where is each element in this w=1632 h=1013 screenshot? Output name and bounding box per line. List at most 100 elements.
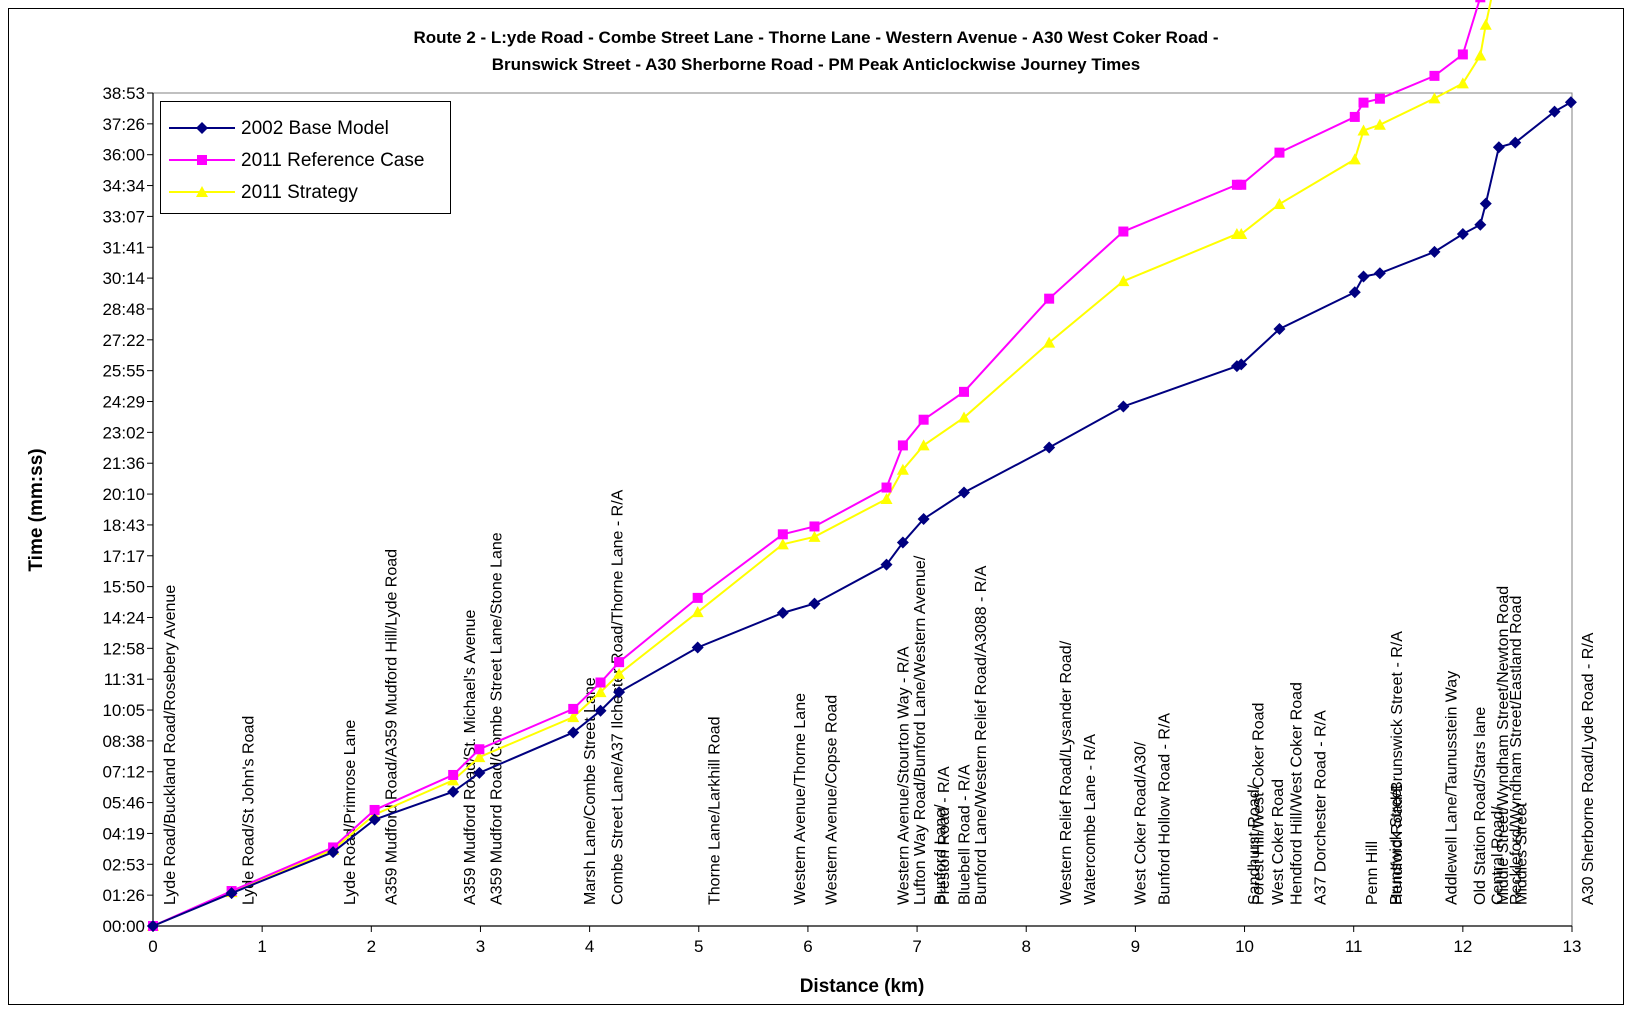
data-point-2002-base-model: [613, 686, 626, 699]
y-tick-label: 37:26: [102, 115, 145, 134]
data-point-2002-base-model: [1117, 400, 1130, 413]
data-point-2011-reference-case: [1358, 97, 1369, 108]
y-tick-label: 28:48: [102, 300, 145, 319]
junction-label: Western Avenue/Copse Road: [823, 695, 840, 905]
junction-label: Reckleford/Wyndham Street/Eastland Road: [1508, 596, 1525, 905]
junction-label: Penn Hill: [1364, 841, 1381, 905]
data-point-2011-strategy: [1117, 275, 1130, 287]
data-point-2011-reference-case: [897, 440, 908, 451]
y-tick-label: 25:55: [102, 362, 145, 381]
y-tick-label: 02:53: [102, 855, 145, 874]
legend-item-reference-case: 2011 Reference Case: [161, 148, 451, 172]
junction-label: Western Relief Road/Lysander Road/: [1058, 640, 1075, 905]
y-tick-label: 04:19: [102, 824, 145, 843]
x-tick-label: 12: [1453, 937, 1472, 956]
data-point-2002-base-model: [327, 846, 340, 859]
legend-swatch-strategy: [169, 186, 235, 197]
y-tick-label: 27:22: [102, 331, 145, 350]
junction-label: Preston Road - R/A: [936, 766, 953, 905]
y-tick-label: 24:29: [102, 393, 145, 412]
junction-label: Central Road/: [1489, 806, 1506, 905]
junction-label: Lyde Road/St John's Road: [241, 716, 258, 905]
x-axis-label: Distance (km): [800, 976, 925, 997]
x-tick-label: 1: [257, 937, 266, 956]
junction-label: A359 Mudford Road/A359 Mudford Hill/Lyde…: [384, 549, 401, 905]
data-point-2011-strategy: [1428, 92, 1441, 104]
data-point-2002-base-model: [1548, 105, 1561, 118]
y-tick-label: 21:36: [102, 454, 145, 473]
data-point-2011-reference-case: [1118, 226, 1129, 237]
series-layer: [147, 0, 1577, 932]
data-point-2011-reference-case: [809, 521, 820, 532]
data-point-2011-reference-case: [568, 703, 579, 714]
data-point-2011-reference-case: [1429, 70, 1440, 81]
junction-label: Watercombe Lane - R/A: [1082, 734, 1099, 905]
y-tick-label: 38:53: [102, 84, 145, 103]
y-tick-label: 05:46: [102, 794, 145, 813]
y-axis-label: Time (mm:ss): [26, 448, 47, 571]
y-tick-label: 08:38: [102, 732, 145, 751]
data-point-2011-reference-case: [1349, 111, 1360, 122]
legend-label-reference-case: 2011 Reference Case: [241, 150, 425, 171]
y-tick-label: 20:10: [102, 485, 145, 504]
x-tick-label: 7: [912, 937, 921, 956]
y-tick-label: 11:31: [104, 670, 145, 689]
data-point-2002-base-model: [1509, 136, 1522, 149]
junction-label: Western Avenue/Stourton Way - R/A: [896, 646, 913, 905]
junction-label: Combe Street Lane/A37 Ilchester Road/Tho…: [610, 489, 627, 905]
data-point-2002-base-model: [896, 536, 909, 549]
x-tick-label: 3: [476, 937, 485, 956]
axes-layer: 00:00 01:26 02:53 04:19 05:46 07:12 08:38 10:05…: [102, 84, 1581, 956]
x-tick-label: 10: [1235, 937, 1254, 956]
x-tick-label: 9: [1131, 937, 1140, 956]
data-point-2011-reference-case: [692, 592, 703, 603]
junction-label: Marsh Lane/Combe Street Lane: [582, 677, 599, 905]
y-tick-label: 14:24: [102, 608, 145, 627]
data-point-2002-base-model: [1273, 323, 1286, 336]
data-point-2011-reference-case: [777, 529, 788, 540]
data-point-2002-base-model: [880, 558, 893, 571]
data-point-2011-strategy: [1357, 124, 1370, 136]
data-point-2002-base-model: [594, 704, 607, 717]
junction-label: Middle Street/Wyndham Street/Newton Road: [1495, 586, 1512, 905]
y-tick-label: 30:14: [102, 269, 145, 288]
data-point-2002-base-model: [1474, 218, 1487, 231]
y-tick-label: 23:02: [102, 423, 145, 442]
junction-label: Middles Street: [1513, 802, 1530, 905]
data-point-2002-base-model: [1348, 286, 1361, 299]
data-point-2011-strategy: [880, 492, 893, 504]
data-point-2011-strategy: [1456, 77, 1469, 89]
data-point-2002-base-model: [147, 920, 159, 932]
data-point-2011-strategy: [958, 411, 971, 423]
legend-label-strategy: 2011 Strategy: [241, 182, 358, 203]
data-point-2002-base-model: [1373, 267, 1386, 280]
y-tick-label: 18:43: [102, 516, 145, 535]
junction-label: Hendford Hill/West Coker Road: [1288, 682, 1305, 905]
data-point-2002-base-model: [1357, 270, 1370, 283]
x-tick-label: 0: [148, 937, 157, 956]
junction-label: Sandhurst Road/: [1246, 784, 1263, 905]
data-point-2011-reference-case: [881, 482, 892, 493]
junction-label: A30 Sherborne Road/Lyde Road - R/A: [1580, 632, 1597, 905]
annotations-layer: Lyde Road/Buckland Road/Rosebery Avenue L…: [162, 489, 1597, 905]
y-tick-label: 31:41: [102, 238, 145, 257]
junction-label: A359 Mudford Road/Combe Street Lane/Ston…: [488, 532, 505, 905]
data-point-2011-strategy: [1273, 198, 1286, 210]
data-point-2011-reference-case: [448, 769, 459, 780]
x-tick-label: 2: [367, 937, 376, 956]
data-point-2011-strategy: [1373, 118, 1386, 130]
junction-label: A37 Dorchester Road - R/A: [1312, 710, 1329, 905]
legend-swatch-base-model: [169, 122, 235, 134]
data-point-2011-strategy: [567, 711, 580, 723]
junction-label: Lyde Road/Buckland Road/Rosebery Avenue: [162, 585, 179, 905]
data-point-2011-strategy: [1474, 49, 1487, 61]
y-tick-label: 17:17: [102, 547, 145, 566]
data-point-2002-base-model: [691, 641, 704, 654]
x-tick-label: 6: [803, 937, 812, 956]
data-point-2002-base-model: [225, 887, 238, 900]
data-point-2011-strategy: [808, 530, 821, 542]
junction-label: West Coker Road: [1270, 779, 1287, 905]
x-tick-label: 8: [1021, 937, 1030, 956]
data-point-2011-reference-case: [614, 657, 625, 668]
data-point-2011-reference-case: [1475, 0, 1486, 3]
